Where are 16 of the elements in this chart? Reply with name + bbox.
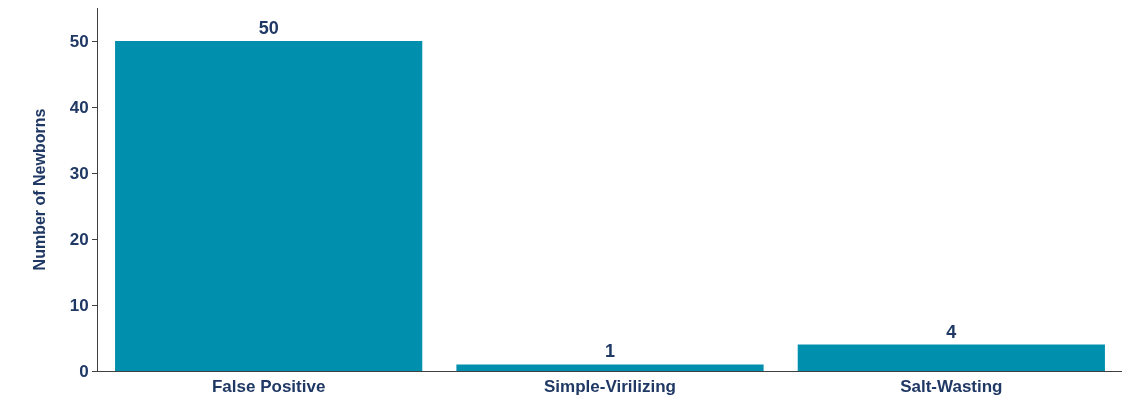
data-label: 4 xyxy=(946,321,957,342)
y-tick-label: 40 xyxy=(69,97,89,117)
y-tick-label: 30 xyxy=(69,163,89,183)
x-tick-label: Simple-Virilizing xyxy=(544,377,676,397)
y-tick-label: 10 xyxy=(69,295,89,315)
x-tick-label: False Positive xyxy=(211,377,326,397)
y-axis-title: Number of Newborns xyxy=(30,108,48,271)
data-label: 50 xyxy=(258,18,279,38)
y-tick-label: 0 xyxy=(79,361,89,381)
data-label: 1 xyxy=(604,341,616,362)
bar xyxy=(115,41,423,371)
y-tick-label: 50 xyxy=(69,31,89,51)
bar xyxy=(456,364,764,371)
bar xyxy=(797,344,1105,371)
y-tick-label: 20 xyxy=(69,229,89,249)
x-tick-label: Salt-Wasting xyxy=(900,377,1003,397)
